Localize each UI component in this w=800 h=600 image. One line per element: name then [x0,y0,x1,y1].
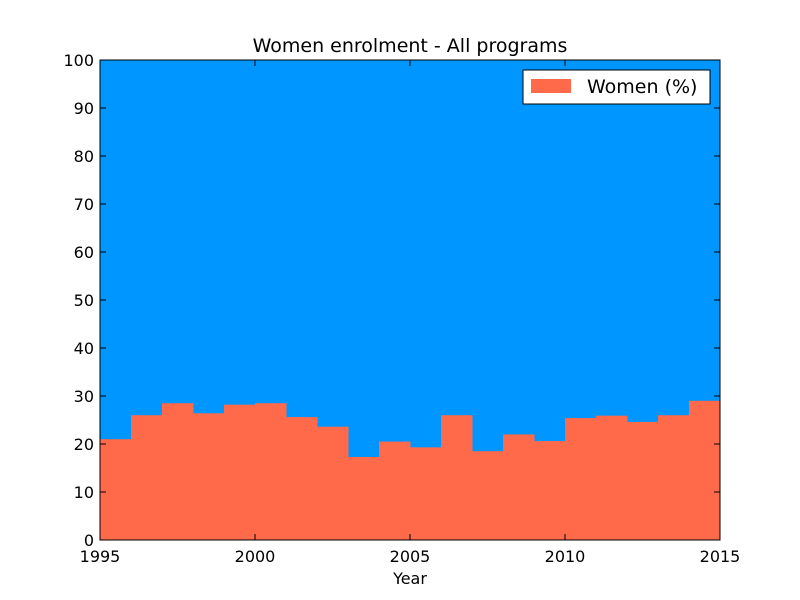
legend: Women (%) [522,69,711,105]
women-bar-1996 [131,415,163,540]
x-tick-label: 1995 [80,547,121,566]
women-bar-2009 [534,441,566,540]
women-bar-2006 [441,415,473,540]
women-bar-2008 [503,434,535,540]
women-bar-2002 [317,426,349,540]
y-tick-label: 0 [84,531,94,550]
y-tick-label: 50 [74,291,94,310]
y-tick-label: 80 [74,147,94,166]
legend-label: Women (%) [587,76,697,98]
y-tick-label: 90 [74,99,94,118]
y-tick-label: 10 [74,483,94,502]
y-tick-label: 20 [74,435,94,454]
women-bar-2007 [472,451,504,540]
y-tick-labels: 0 10 20 30 40 50 60 70 80 90 100 [63,51,94,550]
y-tick-label: 60 [74,243,94,262]
women-bar-1999 [224,404,256,540]
x-tick-label: 2000 [235,547,276,566]
x-tick-label: 2005 [390,547,431,566]
plot-frame [99,59,721,541]
women-bar-1995 [100,439,132,540]
women-bar-2003 [348,456,380,540]
x-tick-label: 2015 [700,547,741,566]
chart-title: Women enrolment - All programs [253,35,568,57]
y-tick-label: 40 [74,339,94,358]
women-series [100,400,721,540]
women-bar-2001 [286,417,318,540]
legend-swatch [531,79,571,93]
women-bar-2000 [255,403,287,540]
x-tick-label: 2010 [545,547,586,566]
women-bar-2012 [627,421,659,540]
women-bar-2014 [689,400,721,540]
women-bar-2013 [658,415,690,540]
x-axis-label: Year [392,569,427,588]
women-bar-2011 [596,415,628,540]
y-tick-label: 100 [63,51,94,70]
y-tick-label: 70 [74,195,94,214]
y-tick-label: 30 [74,387,94,406]
x-tick-labels: 1995 2000 2005 2010 2015 [80,547,741,566]
women-bar-2005 [410,447,442,540]
women-bar-2010 [565,418,597,540]
women-bar-2004 [379,441,411,540]
women-bar-1998 [193,413,225,540]
women-bar-1997 [162,403,194,540]
